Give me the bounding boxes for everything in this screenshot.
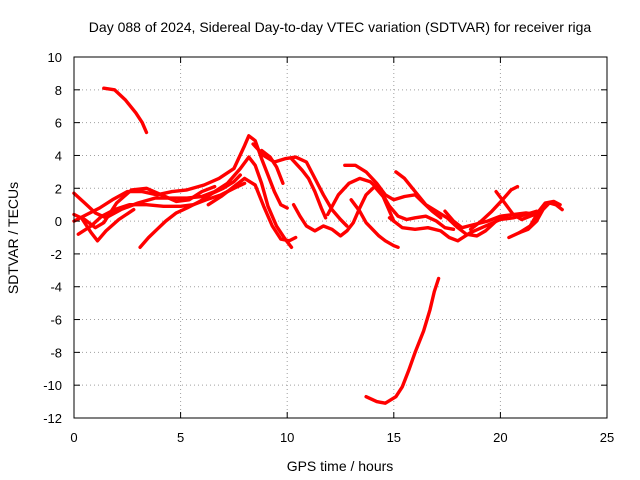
plot-frame bbox=[73, 56, 608, 419]
series-arc-7 bbox=[80, 207, 136, 243]
series-arc-17 bbox=[394, 170, 509, 238]
series-arc-20 bbox=[468, 184, 520, 231]
series-arc-6 bbox=[72, 184, 217, 230]
y-tick-label: -6 bbox=[50, 313, 62, 328]
series-arc-14 bbox=[326, 176, 456, 231]
y-tick-label: 8 bbox=[55, 83, 62, 98]
y-tick-label: -2 bbox=[50, 247, 62, 262]
x-tick-label: 20 bbox=[493, 430, 507, 445]
x-tick-label: 25 bbox=[600, 430, 614, 445]
grid-lines bbox=[74, 57, 607, 418]
series-arc-16 bbox=[349, 198, 400, 249]
y-tick-label: -8 bbox=[50, 345, 62, 360]
x-tick-label: 10 bbox=[280, 430, 294, 445]
y-axis-label: SDTVAR / TECUs bbox=[5, 182, 21, 294]
series-arc-1 bbox=[102, 86, 149, 135]
x-tick-label: 5 bbox=[177, 430, 184, 445]
series-arc-18 bbox=[387, 209, 539, 243]
series-arc-2 bbox=[364, 276, 441, 405]
data-series-layer bbox=[72, 86, 564, 405]
y-tick-label: 4 bbox=[55, 148, 62, 163]
series-arc-22 bbox=[507, 201, 564, 240]
series-arc-23 bbox=[517, 199, 562, 235]
y-tick-label: -10 bbox=[43, 378, 62, 393]
series-arc-19 bbox=[443, 209, 539, 230]
y-tick-label: 6 bbox=[55, 116, 62, 131]
series-arc-4 bbox=[72, 134, 289, 223]
chart-title: Day 088 of 2024, Sidereal Day-to-day VTE… bbox=[89, 19, 592, 35]
series-arc-11 bbox=[259, 148, 285, 185]
series-arc-13 bbox=[291, 184, 396, 238]
y-tick-label: 10 bbox=[48, 50, 62, 65]
series-arc-8 bbox=[138, 173, 242, 249]
x-tick-label: 15 bbox=[387, 430, 401, 445]
y-tick-label: 0 bbox=[55, 214, 62, 229]
y-tick-label: 2 bbox=[55, 181, 62, 196]
series-arc-9 bbox=[206, 176, 298, 243]
y-tick-label: -12 bbox=[43, 411, 62, 426]
y-tick-label: -4 bbox=[50, 280, 62, 295]
x-axis-label: GPS time / hours bbox=[287, 458, 394, 474]
series-arc-21 bbox=[494, 189, 541, 222]
series-arc-12 bbox=[289, 157, 328, 220]
x-tick-label: 0 bbox=[70, 430, 77, 445]
